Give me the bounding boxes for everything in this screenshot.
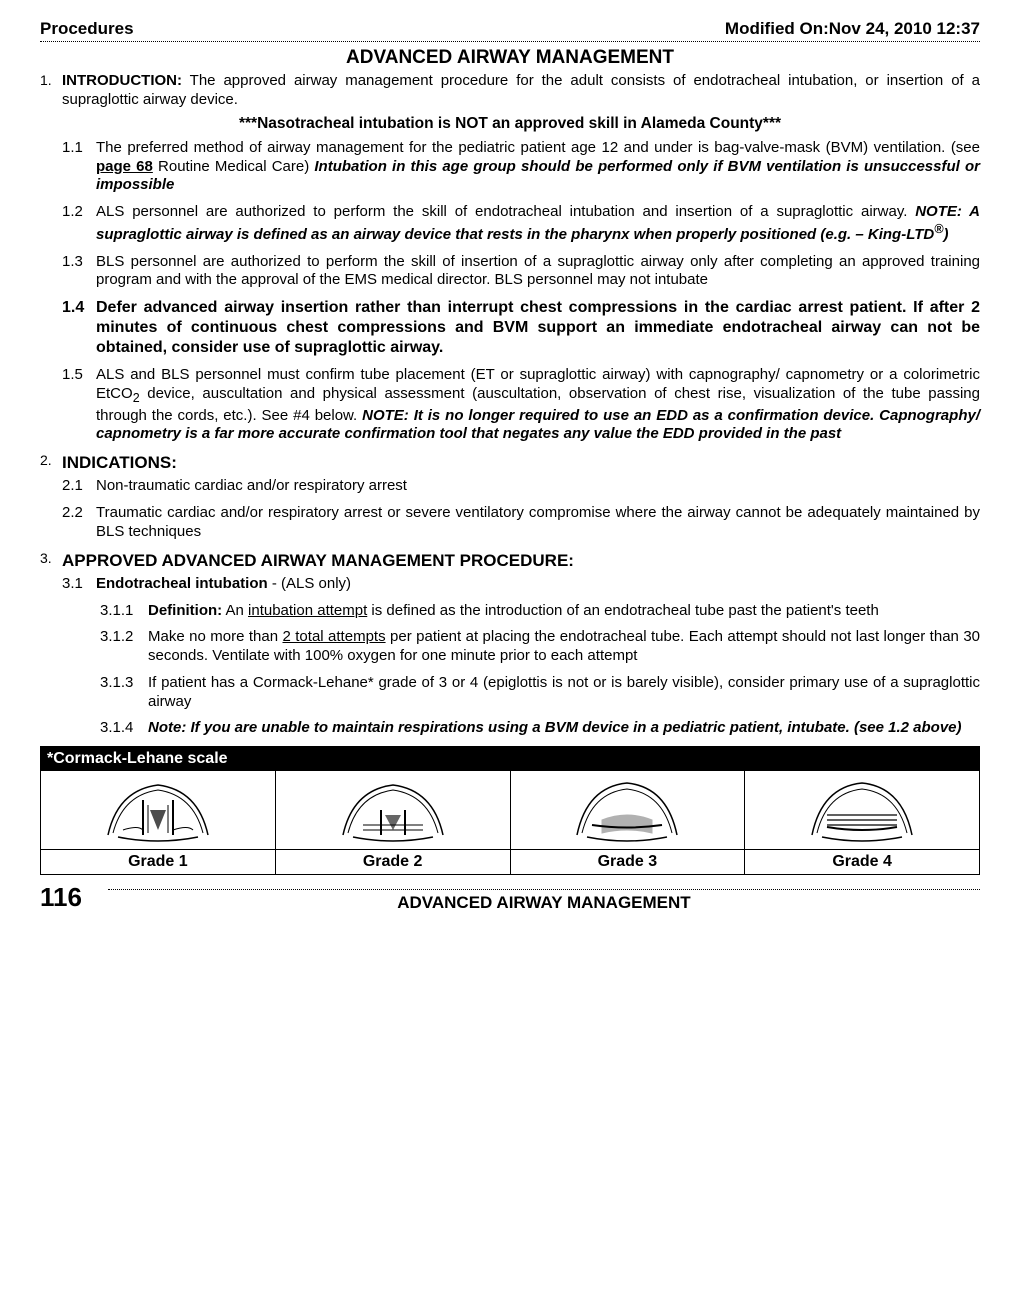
item-2-2-num: 2.2 — [62, 504, 96, 542]
item-1-5: 1.5 ALS and BLS personnel must confirm t… — [62, 366, 980, 444]
item-3-1-num: 3.1 — [62, 575, 96, 594]
t: ) — [943, 226, 948, 243]
section-2-num: 2. — [40, 452, 62, 473]
item-2-1-body: Non-traumatic cardiac and/or respiratory… — [96, 477, 980, 496]
section-3: 3. APPROVED ADVANCED AIRWAY MANAGEMENT P… — [40, 550, 980, 571]
intro-label: INTRODUCTION: — [62, 72, 182, 89]
item-3-1-4-body: Note: If you are unable to maintain resp… — [148, 719, 980, 738]
item-1-2-body: ALS personnel are authorized to perform … — [96, 203, 980, 245]
intro-text: The approved airway management procedure… — [62, 72, 980, 108]
t: - (ALS only) — [268, 575, 351, 592]
section-1-body: INTRODUCTION: The approved airway manage… — [62, 72, 980, 110]
item-1-1: 1.1 The preferred method of airway manag… — [62, 139, 980, 195]
section-2-label: INDICATIONS: — [62, 452, 980, 473]
item-1-1-body: The preferred method of airway managemen… — [96, 139, 980, 195]
t: 2 total attempts — [282, 628, 385, 645]
page-number: 116 — [40, 881, 82, 914]
item-1-2-num: 1.2 — [62, 203, 96, 245]
item-3-1-body: Endotracheal intubation - (ALS only) — [96, 575, 980, 594]
item-3-1-1: 3.1.1 Definition: An intubation attempt … — [100, 602, 980, 621]
item-2-1: 2.1 Non-traumatic cardiac and/or respira… — [62, 477, 980, 496]
table-images-row — [41, 771, 979, 849]
item-3-1-1-num: 3.1.1 — [100, 602, 148, 621]
item-3-1-4-num: 3.1.4 — [100, 719, 148, 738]
page-footer: 116 ADVANCED AIRWAY MANAGEMENT — [40, 881, 980, 914]
item-3-1-3-num: 3.1.3 — [100, 674, 148, 712]
t: Make no more than — [148, 628, 282, 645]
item-1-2: 1.2 ALS personnel are authorized to perf… — [62, 203, 980, 245]
item-1-3-num: 1.3 — [62, 253, 96, 291]
page-header: Procedures Modified On:Nov 24, 2010 12:3… — [40, 18, 980, 39]
item-1-5-body: ALS and BLS personnel must confirm tube … — [96, 366, 980, 444]
t: intubation attempt — [248, 602, 367, 619]
grade-3-image — [511, 771, 746, 849]
item-1-3: 1.3 BLS personnel are authorized to perf… — [62, 253, 980, 291]
t: An — [222, 602, 248, 619]
grade-1-image — [41, 771, 276, 849]
item-3-1-2: 3.1.2 Make no more than 2 total attempts… — [100, 628, 980, 666]
item-3-1-3: 3.1.3 If patient has a Cormack-Lehane* g… — [100, 674, 980, 712]
item-1-4-num: 1.4 — [62, 298, 96, 358]
grade-2-label: Grade 2 — [276, 849, 511, 874]
t: The preferred method of airway managemen… — [96, 139, 980, 156]
item-1-4-body: Defer advanced airway insertion rather t… — [96, 298, 980, 358]
item-1-3-body: BLS personnel are authorized to perform … — [96, 253, 980, 291]
item-2-2: 2.2 Traumatic cardiac and/or respiratory… — [62, 504, 980, 542]
t: is defined as the introduction of an end… — [367, 602, 879, 619]
grade-4-label: Grade 4 — [745, 849, 979, 874]
larynx-grade-3-icon — [557, 775, 697, 845]
page-68-link[interactable]: page 68 — [96, 158, 153, 175]
item-3-1-2-num: 3.1.2 — [100, 628, 148, 666]
t: 2 — [133, 391, 140, 405]
table-labels-row: Grade 1 Grade 2 Grade 3 Grade 4 — [41, 849, 979, 874]
header-left: Procedures — [40, 18, 134, 39]
section-1: 1. INTRODUCTION: The approved airway man… — [40, 72, 980, 110]
footer-title: ADVANCED AIRWAY MANAGEMENT — [108, 889, 980, 913]
naso-note: ***Nasotracheal intubation is NOT an app… — [40, 114, 980, 133]
header-divider — [40, 41, 980, 42]
section-3-num: 3. — [40, 550, 62, 571]
section-2: 2. INDICATIONS: — [40, 452, 980, 473]
item-1-1-num: 1.1 — [62, 139, 96, 195]
item-3-1: 3.1 Endotracheal intubation - (ALS only) — [62, 575, 980, 594]
item-2-1-num: 2.1 — [62, 477, 96, 496]
item-2-2-body: Traumatic cardiac and/or respiratory arr… — [96, 504, 980, 542]
larynx-grade-2-icon — [323, 775, 463, 845]
item-3-1-1-body: Definition: An intubation attempt is def… — [148, 602, 980, 621]
item-1-5-num: 1.5 — [62, 366, 96, 444]
grade-3-label: Grade 3 — [511, 849, 746, 874]
grade-4-image — [745, 771, 979, 849]
item-1-4: 1.4 Defer advanced airway insertion rath… — [62, 298, 980, 358]
section-1-num: 1. — [40, 72, 62, 110]
grade-2-image — [276, 771, 511, 849]
cormack-lehane-table: *Cormack-Lehane scale — [40, 746, 980, 875]
t: Endotracheal intubation — [96, 575, 268, 592]
document-title: ADVANCED AIRWAY MANAGEMENT — [40, 46, 980, 70]
header-right: Modified On:Nov 24, 2010 12:37 — [725, 18, 980, 39]
larynx-grade-1-icon — [88, 775, 228, 845]
item-3-1-2-body: Make no more than 2 total attempts per p… — [148, 628, 980, 666]
t: ALS personnel are authorized to perform … — [96, 203, 915, 220]
t: Routine Medical Care) — [153, 158, 315, 175]
section-3-label: APPROVED ADVANCED AIRWAY MANAGEMENT PROC… — [62, 550, 980, 571]
item-3-1-4: 3.1.4 Note: If you are unable to maintai… — [100, 719, 980, 738]
item-3-1-3-body: If patient has a Cormack-Lehane* grade o… — [148, 674, 980, 712]
t: Definition: — [148, 602, 222, 619]
grade-1-label: Grade 1 — [41, 849, 276, 874]
table-title: *Cormack-Lehane scale — [41, 747, 979, 771]
larynx-grade-4-icon — [792, 775, 932, 845]
